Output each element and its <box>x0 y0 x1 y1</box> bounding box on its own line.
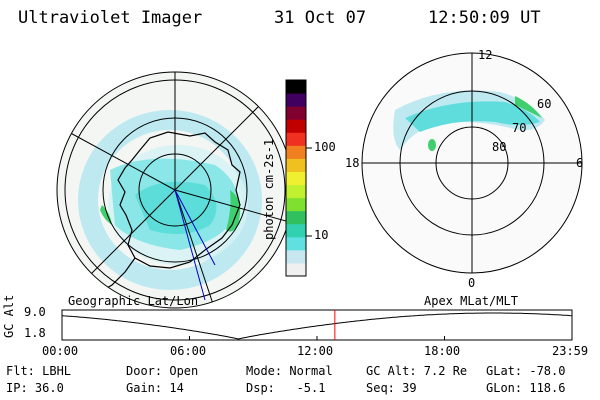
status-glon: GLon: 118.6 <box>486 381 566 395</box>
colorbar-frame <box>285 79 307 277</box>
mlt-label-12: 12 <box>478 48 493 62</box>
orbit-altitude-curve <box>61 312 573 340</box>
colorbar-segment <box>286 106 306 120</box>
colorbar-segment <box>286 197 306 212</box>
mlat-label-70: 70 <box>512 121 527 135</box>
status-dsp: Dsp: -5.1 <box>246 381 326 395</box>
mlt-label-6: 6 <box>576 156 584 170</box>
altitude-axis-label: GC Alt <box>2 294 16 338</box>
status-mode: Mode: Normal <box>246 364 333 378</box>
time-tick-0000: 00:00 <box>42 344 79 358</box>
colorbar-segment <box>286 210 306 225</box>
status-door: Door: Open <box>126 364 199 378</box>
magnetic-map <box>361 52 583 274</box>
colorbar-tick-10: 10 <box>314 228 329 242</box>
colorbar <box>286 80 306 277</box>
mlt-label-0: 0 <box>468 276 476 290</box>
colorbar-segment <box>286 158 306 172</box>
colorbar-unit-label: photon cm-2s-1 <box>262 138 276 240</box>
colorbar-segment <box>286 171 306 186</box>
colorbar-segment <box>286 184 306 199</box>
time-tick-1800: 18:00 <box>424 344 461 358</box>
geographic-map-label: Geographic Lat/Lon <box>68 294 199 308</box>
time-tick-0600: 06:00 <box>170 344 207 358</box>
colorbar-segment <box>286 132 306 146</box>
colorbar-segment <box>286 262 306 277</box>
instrument-title: Ultraviolet Imager <box>18 8 203 28</box>
altitude-tick-low: 1.8 <box>24 326 46 340</box>
status-gc-alt: GC Alt: 7.2 Re <box>366 364 468 378</box>
colorbar-segment <box>286 236 306 251</box>
mlat-label-60: 60 <box>537 97 552 111</box>
altitude-plot <box>61 309 573 341</box>
status-filter: Flt: LBHL <box>6 364 72 378</box>
time-tick-1200: 12:00 <box>297 344 334 358</box>
status-ip: IP: 36.0 <box>6 381 64 395</box>
mlat-label-80: 80 <box>492 140 507 154</box>
magnetic-map-label: Apex MLat/MLT <box>424 294 518 308</box>
time-tick-2359: 23:59 <box>552 344 589 358</box>
altitude-tick-high: 9.0 <box>24 305 46 319</box>
colorbar-tick-100: 100 <box>314 140 336 154</box>
colorbar-segment <box>286 93 306 107</box>
mlt-label-18: 18 <box>345 156 360 170</box>
colorbar-segment <box>286 223 306 238</box>
colorbar-segment <box>286 119 306 133</box>
date-label: 31 Oct 07 <box>274 8 367 28</box>
colorbar-segment <box>286 145 306 159</box>
colorbar-segment <box>286 80 306 94</box>
status-gain: Gain: 14 <box>126 381 184 395</box>
status-seq: Seq: 39 <box>366 381 417 395</box>
status-glat: GLat: -78.0 <box>486 364 566 378</box>
geographic-map <box>56 71 294 309</box>
time-label: 12:50:09 UT <box>428 8 541 28</box>
colorbar-segment <box>286 249 306 264</box>
